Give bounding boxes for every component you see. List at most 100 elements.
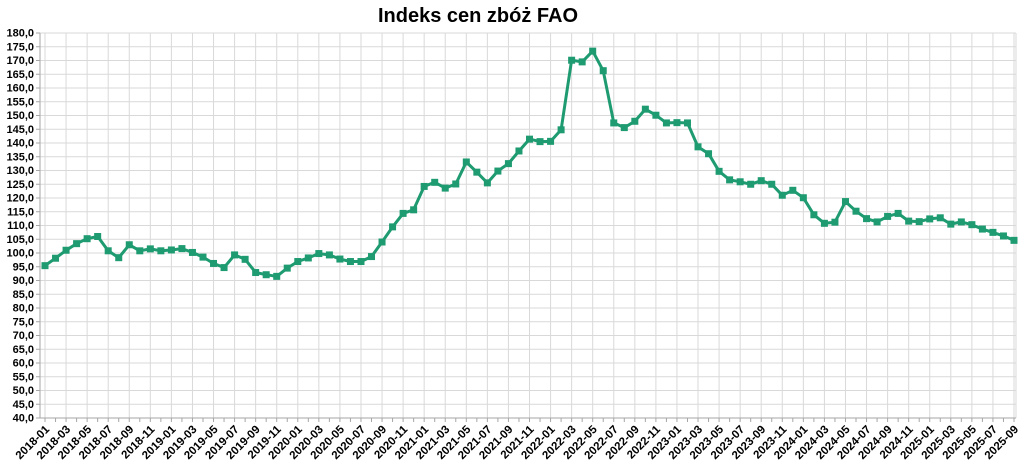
data-point-marker <box>989 228 997 236</box>
data-point-marker <box>262 271 270 279</box>
data-point-marker <box>620 124 628 132</box>
data-point-marker <box>431 178 439 186</box>
y-tick-label: 95,0 <box>13 261 34 273</box>
data-point-marker <box>547 137 555 145</box>
data-point-marker <box>884 212 892 220</box>
y-tick-label: 70,0 <box>13 330 34 342</box>
y-tick-label: 80,0 <box>13 303 34 315</box>
y-tick-label: 75,0 <box>13 316 34 328</box>
tick-marks <box>36 32 1015 422</box>
data-point-marker <box>283 264 291 272</box>
data-point-marker <box>589 47 597 55</box>
y-tick-label: 110,0 <box>7 220 34 232</box>
data-point-marker <box>357 258 365 266</box>
data-point-marker <box>578 58 586 66</box>
data-point-marker <box>631 117 639 125</box>
data-point-marker <box>526 135 533 143</box>
data-point-marker <box>504 160 512 168</box>
y-tick-label: 180,0 <box>6 28 34 40</box>
data-point-marker <box>146 245 154 253</box>
y-tick-label: 90,0 <box>13 275 34 287</box>
data-point-marker <box>115 254 123 262</box>
data-point-marker <box>641 105 649 113</box>
vertical-gridlines <box>44 33 1015 418</box>
data-point-marker <box>810 211 818 219</box>
data-point-marker <box>473 168 481 176</box>
data-point-marker <box>220 264 228 272</box>
data-point-marker <box>683 119 691 127</box>
data-point-marker <box>673 119 681 127</box>
y-tick-label: 40,0 <box>13 413 34 425</box>
data-point-marker <box>188 248 196 256</box>
data-point-marker <box>515 147 523 155</box>
data-point-marker <box>947 220 955 228</box>
data-point-marker <box>705 150 713 158</box>
chart-title: Indeks cen zbóż FAO <box>378 5 578 27</box>
data-point-marker <box>536 138 544 146</box>
data-point-marker <box>157 247 165 255</box>
data-point-marker <box>747 180 755 188</box>
horizontal-gridlines <box>40 32 1016 405</box>
data-point-marker <box>831 218 839 226</box>
data-point-marker <box>494 167 502 175</box>
data-point-marker <box>62 246 70 254</box>
data-point-marker <box>568 56 576 64</box>
data-point-marker <box>841 198 849 206</box>
data-point-marker <box>999 232 1007 240</box>
data-point-marker <box>852 207 860 215</box>
data-point-marker <box>83 235 91 243</box>
data-point-marker <box>104 247 112 255</box>
y-tick-label: 175,0 <box>6 41 34 53</box>
data-point-marker <box>41 262 49 270</box>
data-point-marker <box>957 218 965 226</box>
data-point-marker <box>199 253 207 261</box>
data-point-marker <box>768 180 776 188</box>
data-point-marker <box>231 251 239 259</box>
data-point-marker <box>389 223 397 231</box>
data-point-marker <box>410 206 418 214</box>
data-point-marker <box>599 67 607 75</box>
data-point-marker <box>452 180 460 188</box>
y-tick-label: 65,0 <box>13 344 34 356</box>
data-point-marker <box>483 179 491 187</box>
data-point-marker <box>178 245 186 253</box>
data-point-marker <box>210 259 218 267</box>
data-point-marker <box>726 176 734 184</box>
data-point-marker <box>652 111 660 119</box>
data-point-marker <box>378 238 386 246</box>
data-point-marker <box>915 218 923 226</box>
data-series <box>41 47 1018 280</box>
data-point-marker <box>52 254 60 262</box>
data-point-marker <box>557 126 565 134</box>
data-point-marker <box>789 186 797 194</box>
data-point-marker <box>136 247 144 255</box>
y-tick-label: 115,0 <box>7 206 34 218</box>
data-point-marker <box>304 254 312 262</box>
data-point-marker <box>441 184 449 192</box>
data-point-marker <box>873 218 881 226</box>
data-point-marker <box>778 191 786 199</box>
data-point-marker <box>894 209 902 217</box>
data-point-marker <box>167 246 175 254</box>
data-point-marker <box>252 269 260 277</box>
y-tick-label: 85,0 <box>13 289 34 301</box>
data-point-marker <box>736 178 744 186</box>
data-point-marker <box>420 182 428 190</box>
data-point-marker <box>820 219 828 227</box>
y-tick-label: 55,0 <box>13 371 34 383</box>
y-tick-label: 60,0 <box>13 358 34 370</box>
data-point-marker <box>863 215 871 223</box>
y-tick-label: 135,0 <box>6 151 34 163</box>
y-tick-label: 170,0 <box>6 55 34 67</box>
data-point-marker <box>936 214 944 222</box>
y-tick-label: 45,0 <box>13 399 34 411</box>
data-point-marker <box>73 240 81 248</box>
data-point-marker <box>662 119 670 127</box>
data-point-marker <box>905 217 913 225</box>
data-point-marker <box>462 158 470 166</box>
y-tick-label: 165,0 <box>6 69 34 81</box>
data-point-marker <box>968 221 976 229</box>
data-point-marker <box>1010 236 1018 244</box>
data-point-marker <box>94 233 102 240</box>
